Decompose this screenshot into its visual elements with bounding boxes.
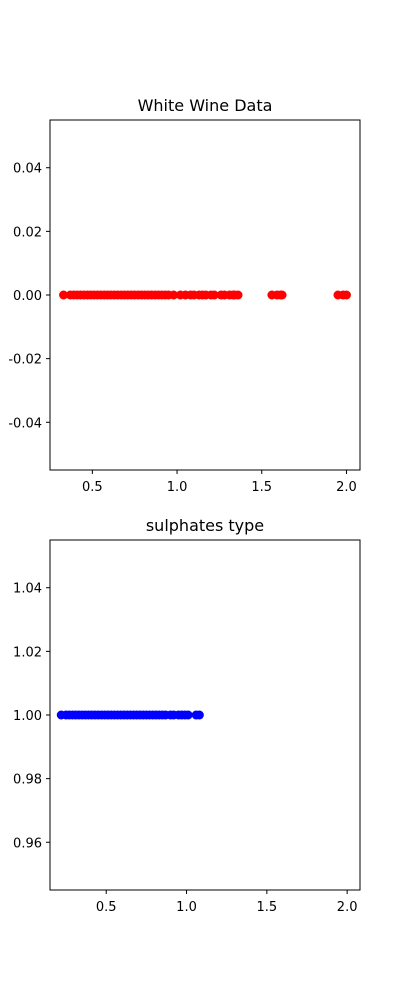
x-axis-ticks: 0.5 1.0 1.5 2.0 bbox=[96, 890, 358, 915]
y-tick-label: -0.02 bbox=[8, 353, 42, 368]
y-tick-label: 0.00 bbox=[13, 289, 42, 304]
data-point bbox=[341, 290, 351, 300]
x-tick-label: 1.0 bbox=[167, 480, 188, 495]
chart-title: White Wine Data bbox=[138, 96, 273, 115]
data-point bbox=[183, 710, 193, 720]
y-axis-ticks: 0.04 0.02 0.00 -0.02 -0.04 bbox=[8, 162, 50, 431]
data-points bbox=[56, 710, 204, 720]
x-tick-label: 1.5 bbox=[251, 480, 272, 495]
x-tick-label: 0.5 bbox=[96, 900, 117, 915]
chart-title: sulphates type bbox=[146, 516, 264, 535]
y-tick-label: 0.04 bbox=[13, 162, 42, 177]
data-point bbox=[194, 710, 204, 720]
axes-frame bbox=[49, 539, 361, 891]
x-tick-label: 2.0 bbox=[336, 480, 357, 495]
y-tick-label: 0.02 bbox=[13, 225, 42, 240]
x-tick-label: 0.5 bbox=[82, 480, 103, 495]
y-tick-label: -0.04 bbox=[8, 416, 42, 431]
y-tick-label: 1.00 bbox=[13, 709, 42, 724]
x-tick-label: 1.5 bbox=[256, 900, 277, 915]
x-axis-ticks: 0.5 1.0 1.5 2.0 bbox=[82, 470, 357, 495]
data-point bbox=[209, 290, 219, 300]
data-point bbox=[233, 290, 243, 300]
data-point bbox=[277, 290, 287, 300]
y-axis-ticks: 1.04 1.02 1.00 0.98 0.96 bbox=[13, 582, 50, 851]
y-tick-label: 0.98 bbox=[13, 773, 42, 788]
subplot-white-wine: White Wine Data 0.5 1.0 1.5 2.0 0.040.020.0… bbox=[8, 96, 361, 495]
subplot-sulphates-type: sulphates type 0.5 1.0 1.5 2.0 1.04 1.02 1.00… bbox=[13, 516, 361, 915]
y-tick-label: 0.96 bbox=[13, 836, 42, 851]
data-points bbox=[59, 290, 351, 300]
x-tick-label: 2.0 bbox=[337, 900, 358, 915]
y-tick-label: 1.02 bbox=[13, 645, 42, 660]
data-point bbox=[169, 290, 179, 300]
data-point bbox=[59, 290, 69, 300]
y-tick-label: 1.04 bbox=[13, 582, 42, 597]
axes-frame bbox=[49, 119, 361, 471]
x-tick-label: 1.0 bbox=[176, 900, 197, 915]
